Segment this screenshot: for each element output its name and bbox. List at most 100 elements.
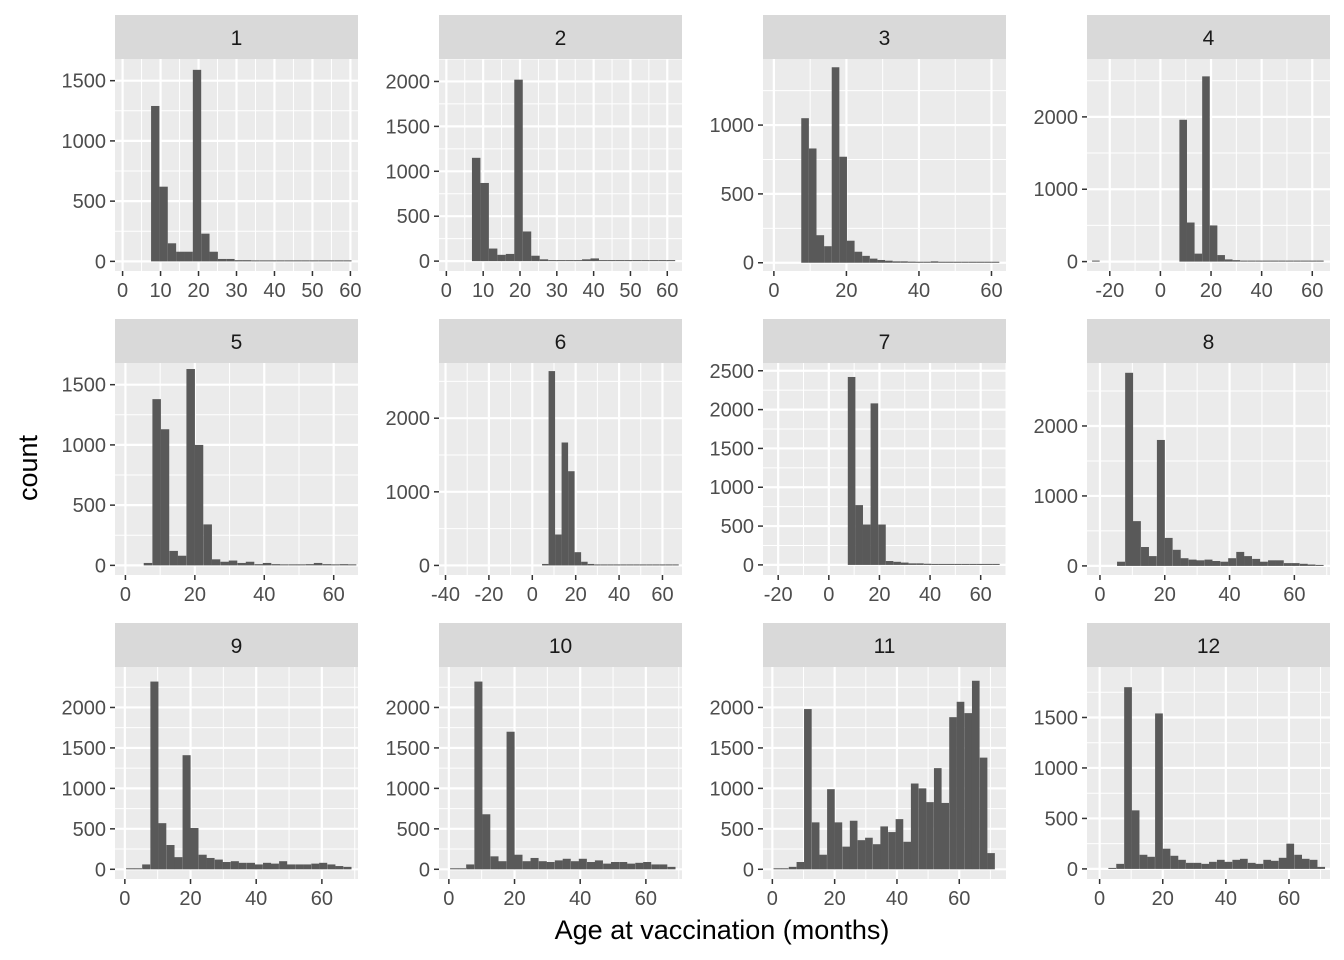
histogram-bar [574,552,582,566]
histogram-bar [1139,854,1148,869]
histogram-bar [976,261,985,263]
histogram-bar [514,854,523,870]
histogram-bar [490,856,499,870]
x-tick-label: 60 [656,280,678,302]
x-tick-label: 0 [823,584,834,606]
histogram-bar [339,564,349,566]
histogram-bar [619,862,628,870]
histogram-bar [908,563,917,565]
x-tick-label: 20 [1152,888,1174,910]
facet-strip-label: 6 [555,331,567,354]
histogram-bar [1255,260,1263,262]
histogram-bar [1179,119,1187,262]
x-tick-label: 40 [569,888,591,910]
facet-strip-label: 2 [555,27,567,50]
y-tick-label: 500 [73,819,106,841]
x-tick-label: 20 [824,888,846,910]
histogram-bar [1270,260,1279,262]
histogram-bar [979,757,988,870]
histogram-bar [895,819,904,870]
histogram-bar [214,859,223,870]
x-tick-label: 40 [583,280,605,302]
y-tick-label: 2500 [710,361,755,383]
histogram-bar [313,562,323,566]
y-tick-label: 500 [721,184,754,206]
x-tick-label: 40 [608,584,630,606]
histogram-bar [949,717,957,870]
x-tick-label: 0 [1155,280,1166,302]
histogram-bar [938,563,947,565]
facet-panel-12: 12 0 20 40 60 0 500 1000 1500 [1034,623,1330,910]
histogram-bar [1116,863,1125,869]
y-tick-label: 0 [419,859,430,881]
x-tick-label: 40 [263,280,285,302]
histogram-bar [938,261,946,263]
histogram-bar [839,156,847,263]
histogram-bar [847,376,856,565]
histogram-bar [667,866,676,870]
y-tick-label: 1000 [1034,758,1079,780]
y-tick-label: 1500 [710,738,755,760]
histogram-bar [1293,260,1301,262]
histogram-bar [262,562,272,566]
histogram-bar [1220,561,1229,566]
histogram-bar [1255,863,1264,869]
histogram-bar [607,260,616,262]
histogram-bar [288,564,297,566]
histogram-bar [293,260,302,262]
histogram-bar [1209,225,1218,262]
facet-strip-label: 11 [874,635,896,658]
histogram-bar [672,564,679,566]
histogram-bar [945,261,954,263]
histogram-bar [222,862,231,870]
histogram-bar [160,429,170,566]
histogram-bar [251,260,260,262]
facet-strip-label: 3 [879,27,891,50]
histogram-bar [565,260,574,262]
facet-strip-label: 4 [1203,27,1215,50]
facet-strip-label: 5 [231,331,243,354]
x-tick-label: 50 [301,280,323,302]
histogram-bar [505,253,515,262]
panel-plot-area [115,59,358,271]
x-tick-label: 40 [245,888,267,910]
histogram-bar [811,822,820,870]
histogram-bar [1186,862,1194,869]
histogram-bar [1285,260,1294,262]
x-tick-label: 60 [948,888,970,910]
histogram-bar [1201,863,1210,869]
histogram-bar [1294,854,1302,869]
x-tick-label: 40 [919,584,941,606]
histogram-bar [1193,862,1202,869]
histogram-bar [633,564,640,566]
histogram-bar [1275,560,1284,566]
histogram-bar [590,258,599,262]
histogram-bar [568,471,575,566]
panel-plot-area [115,363,358,575]
histogram-bar [816,235,825,263]
histogram-bar [916,563,924,565]
y-tick-label: 1500 [62,71,107,93]
histogram-bar [903,841,912,870]
histogram-bar [923,563,932,565]
histogram-bar [286,864,296,870]
histogram-bar [892,261,901,263]
y-tick-label: 0 [95,555,106,577]
histogram-bar [542,563,549,566]
histogram-bar [319,862,328,870]
histogram-bar [651,864,660,870]
histogram-bar [284,260,294,262]
y-tick-label: 1000 [1034,179,1079,201]
histogram-bar [615,260,625,262]
histogram-bar [318,260,327,262]
histogram-bar [531,255,540,262]
histogram-bar [330,564,340,566]
histogram-bar [1212,561,1221,566]
histogram-bar [1315,564,1324,566]
histogram-bar [263,862,272,870]
histogram-bar [1240,260,1248,262]
histogram-bar [192,69,202,262]
histogram-bar [457,868,467,870]
histogram-bar [1108,867,1117,869]
